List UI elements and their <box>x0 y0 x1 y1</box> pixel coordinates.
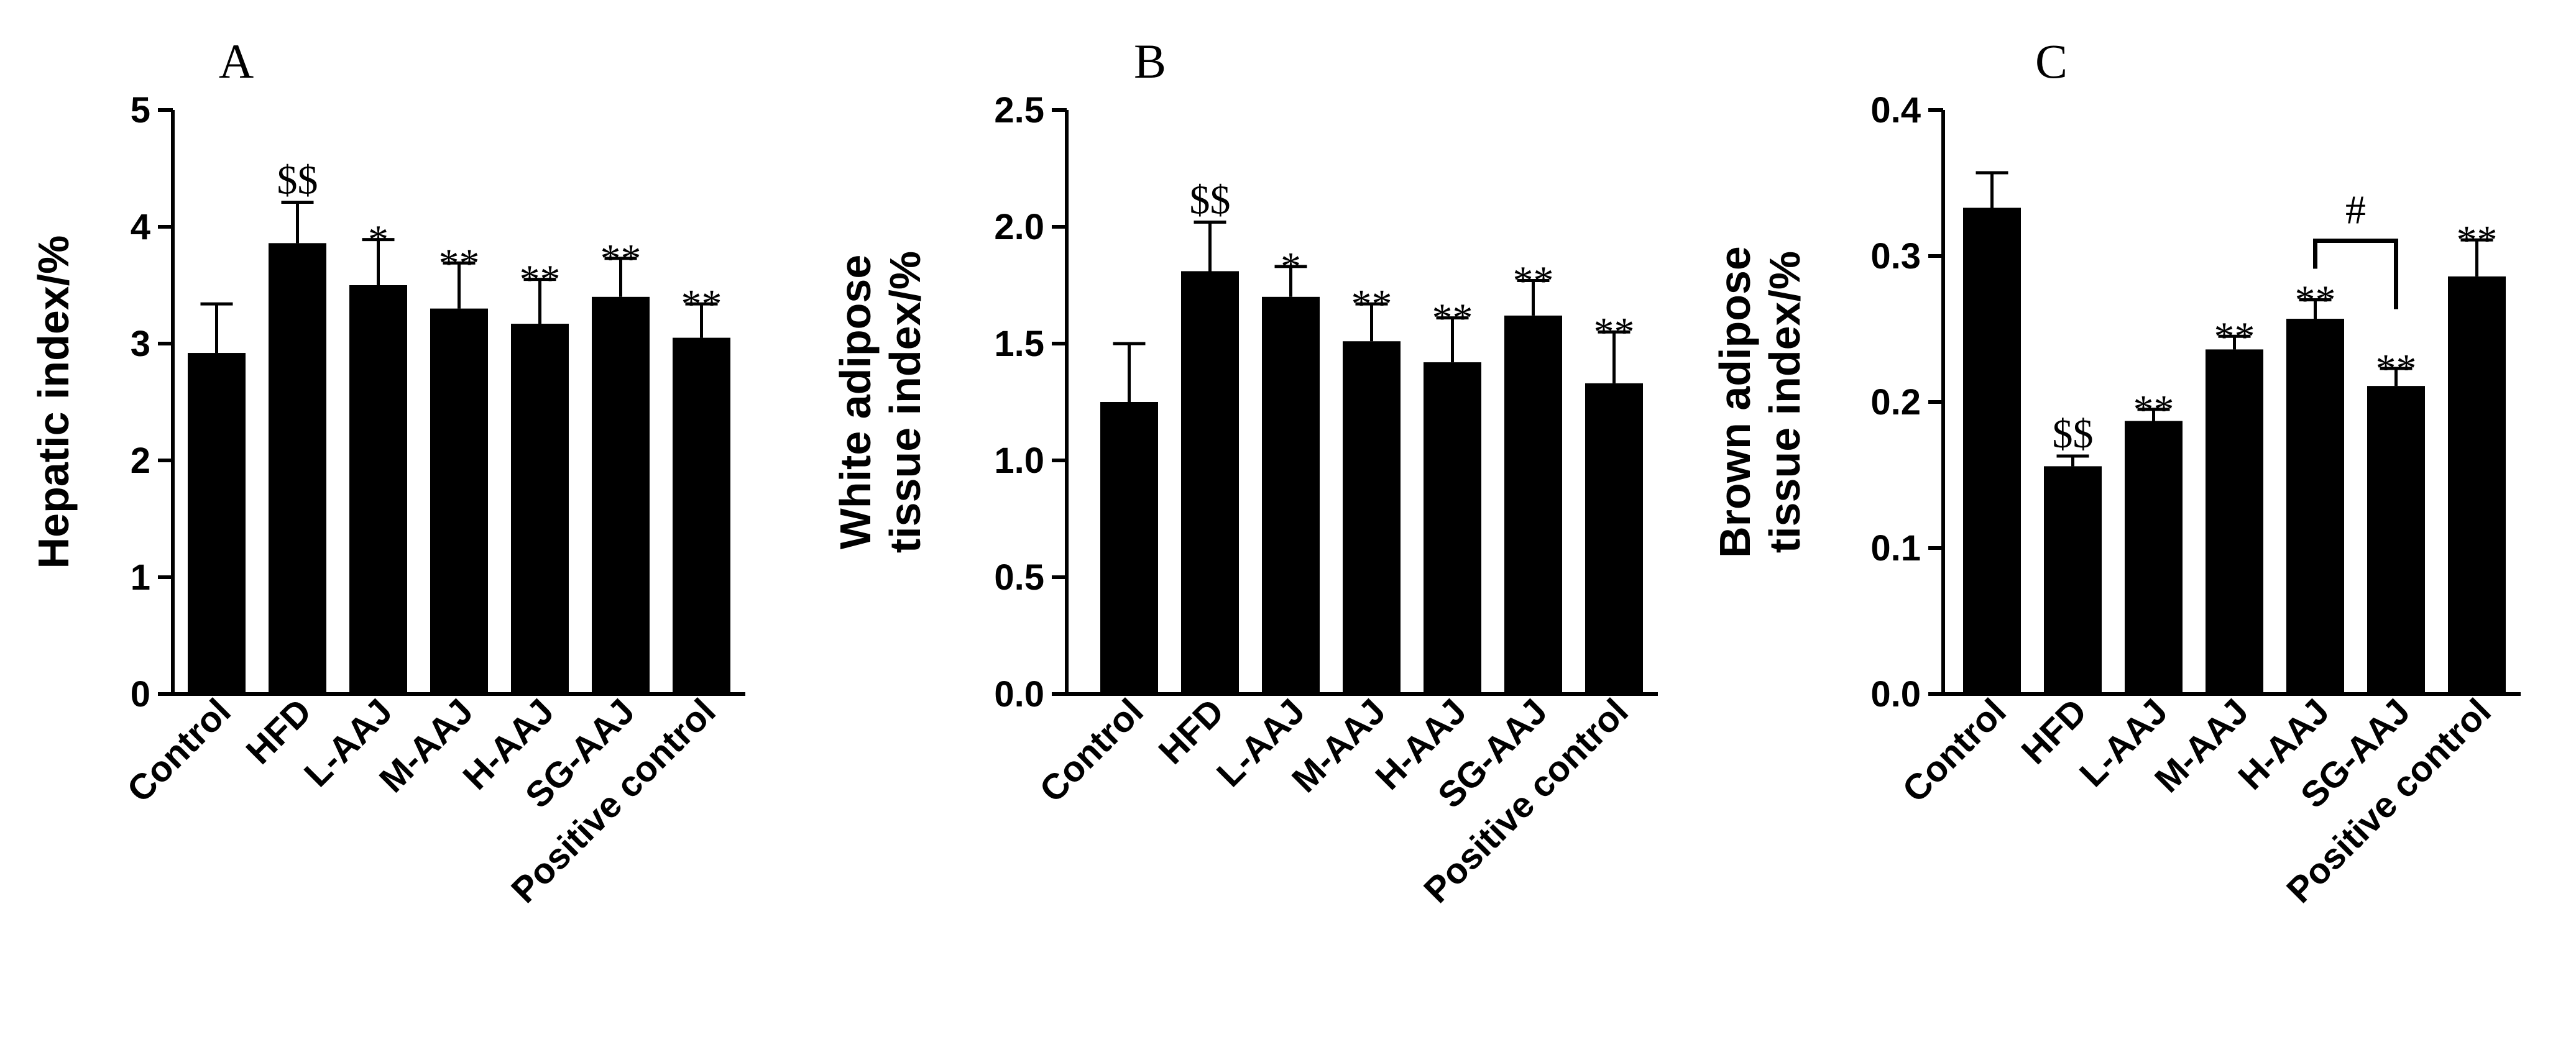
bar <box>2448 276 2506 694</box>
bar <box>592 296 650 694</box>
bar <box>2125 421 2183 694</box>
significance-label: ** <box>600 236 642 281</box>
bracket-label: # <box>2345 188 2366 233</box>
significance-label: ** <box>1513 258 1554 303</box>
y-tick-label: 2.0 <box>994 207 1044 247</box>
bar <box>511 324 569 694</box>
bar <box>1262 296 1320 694</box>
y-tick-label: 3 <box>131 324 150 364</box>
bar <box>269 243 326 694</box>
y-tick-label: 5 <box>131 90 150 130</box>
significance-label: ** <box>520 257 561 303</box>
significance-label: ** <box>2457 217 2498 263</box>
y-tick-label: 4 <box>131 207 150 247</box>
y-tick-label: 0.4 <box>1870 90 1921 130</box>
bar <box>2286 319 2344 694</box>
significance-label: $$ <box>277 158 318 203</box>
bar <box>1343 341 1401 694</box>
bar <box>188 353 246 694</box>
bar <box>430 308 488 695</box>
significance-label: ** <box>1594 309 1635 355</box>
comparison-bracket <box>2313 239 2398 309</box>
bar <box>1181 271 1239 694</box>
x-tick-label: M-AAJ <box>372 691 481 800</box>
panel-label: B <box>1134 34 1166 88</box>
significance-label: * <box>368 217 389 263</box>
y-tick-label: 2 <box>131 441 150 481</box>
y-tick-label: 0.5 <box>994 557 1044 598</box>
significance-label: ** <box>1432 296 1473 341</box>
significance-label: ** <box>681 281 722 327</box>
significance-label: ** <box>439 240 480 286</box>
y-tick-label: 0.2 <box>1870 382 1921 423</box>
bar <box>2206 349 2263 694</box>
significance-label: ** <box>2133 387 2174 432</box>
panel-label: C <box>2035 34 2068 88</box>
y-tick-label: 0 <box>131 674 150 715</box>
bar <box>1963 208 2021 694</box>
bar <box>1504 315 1562 694</box>
y-tick-label: 1 <box>131 557 150 598</box>
y-axis-label: White adiposetissue index/% <box>831 251 929 553</box>
chart-panel-b: B White adiposetissue index/% 0.0 0.5 1.0 1.5… <box>831 34 1658 911</box>
bar <box>349 285 407 694</box>
bar <box>2367 386 2425 694</box>
x-tick-label: M-AAJ <box>2147 691 2256 800</box>
significance-label: ** <box>1351 281 1392 327</box>
significance-label: $$ <box>1190 177 1231 222</box>
y-tick-label: 1.5 <box>994 324 1044 364</box>
x-tick-label: Control <box>1032 691 1151 810</box>
significance-label: ** <box>2214 314 2255 359</box>
bar <box>2044 466 2102 694</box>
significance-label: ** <box>2295 278 2336 323</box>
bar <box>1424 362 1481 694</box>
significance-label: $$ <box>2053 411 2094 457</box>
bar <box>1585 383 1643 694</box>
y-tick-label: 1.0 <box>994 441 1044 481</box>
panel-label: A <box>219 34 254 88</box>
y-tick-label: 0.1 <box>1870 528 1921 569</box>
y-tick-label: 2.5 <box>994 90 1044 130</box>
y-axis-label: Hepatic index/% <box>29 235 78 569</box>
y-tick-label: 0.0 <box>994 674 1044 715</box>
bar <box>673 337 730 694</box>
significance-label: * <box>1281 244 1301 290</box>
y-tick-label: 0.0 <box>1870 674 1921 715</box>
y-axis-label: Brown adiposetissue index/% <box>1711 246 1809 558</box>
x-tick-label: M-AAJ <box>1284 691 1394 800</box>
bar <box>1100 402 1158 694</box>
chart-panel-c: C Brown adiposetissue index/% 0.0 0.1 0.2 0.3… <box>1711 34 2521 911</box>
y-tick-label: 0.3 <box>1870 236 1921 276</box>
significance-label: ** <box>2376 346 2417 391</box>
